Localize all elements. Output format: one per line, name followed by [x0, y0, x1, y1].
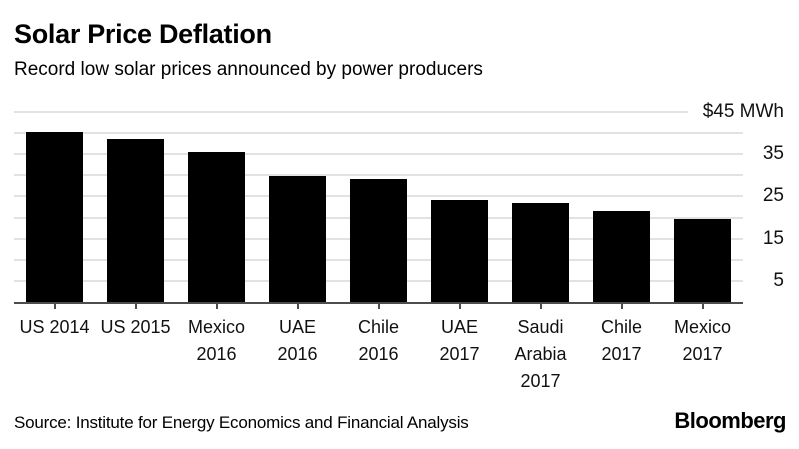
x-axis-tick	[134, 302, 137, 309]
y-label-5: 5	[773, 269, 784, 291]
chart-header: Solar Price Deflation Record low solar p…	[14, 19, 483, 81]
y-label-45: $45 MWh	[702, 101, 784, 122]
bar-8	[674, 218, 731, 302]
bar-1	[107, 138, 164, 302]
bar-0	[26, 132, 83, 302]
source-text: Source: Institute for Energy Economics a…	[14, 413, 469, 432]
bar-6	[512, 203, 569, 302]
x-label-0: US 2014	[19, 317, 90, 337]
gridline-45	[14, 111, 688, 113]
bar-2	[188, 152, 245, 302]
y-label-25: 25	[762, 185, 784, 207]
x-axis-tick	[53, 302, 56, 309]
bar-4	[350, 179, 407, 302]
x-axis-tick	[620, 302, 623, 309]
x-label-3: UAE 2016	[277, 317, 318, 364]
chart-title: Solar Price Deflation	[14, 19, 272, 49]
gridline-40	[14, 132, 743, 135]
x-label-8: Mexico 2017	[673, 317, 732, 364]
bar-5	[431, 199, 488, 302]
gridline-35	[14, 153, 743, 156]
x-label-5: UAE 2017	[439, 317, 480, 364]
x-axis-tick	[458, 302, 461, 309]
x-axis-tick	[296, 302, 299, 309]
bar-3	[269, 175, 326, 302]
y-label-15: 15	[762, 227, 784, 249]
x-label-4: Chile 2016	[357, 317, 400, 364]
x-axis-tick	[215, 302, 218, 309]
plot-area	[14, 111, 743, 309]
gridline-30	[14, 174, 743, 177]
bloomberg-logo: Bloomberg	[674, 408, 786, 433]
chart-subtitle: Record low solar prices announced by pow…	[14, 59, 483, 80]
x-label-6: Saudi Arabia 2017	[514, 317, 567, 391]
x-label-7: Chile 2017	[600, 317, 643, 364]
bar-7	[593, 211, 650, 302]
x-axis-tick	[539, 302, 542, 309]
x-label-2: Mexico 2016	[187, 317, 246, 364]
x-axis-tick	[701, 302, 704, 309]
x-label-1: US 2015	[100, 317, 171, 337]
y-label-35: 35	[762, 143, 784, 165]
x-axis-tick	[377, 302, 380, 309]
